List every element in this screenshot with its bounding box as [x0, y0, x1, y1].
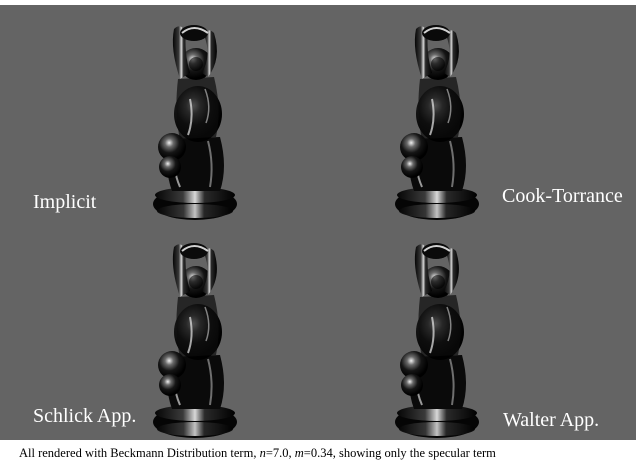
buddha-statue-render: [152, 24, 238, 221]
caption-m-value: =0.34, showing only the specular term: [303, 446, 496, 460]
caption-n-value: =7.0,: [265, 446, 295, 460]
panel-label-cook-torrance: Cook-Torrance: [502, 185, 623, 207]
panel-label-schlick: Schlick App.: [33, 405, 137, 427]
figure-caption: All rendered with Beckmann Distribution …: [19, 446, 496, 461]
buddha-statue-render: [394, 24, 480, 221]
buddha-statue-render: [152, 242, 238, 439]
buddha-statue-render: [394, 242, 480, 439]
caption-m-variable: m: [294, 446, 304, 460]
caption-n-variable: n: [259, 446, 266, 460]
caption-prefix: All rendered with Beckmann Distribution …: [19, 446, 260, 460]
panel-label-walter: Walter App.: [503, 409, 600, 431]
panel-label-implicit: Implicit: [33, 191, 97, 213]
rendering-figure: Implicit Cook-Torrance Schlick App. Walt…: [0, 5, 636, 440]
